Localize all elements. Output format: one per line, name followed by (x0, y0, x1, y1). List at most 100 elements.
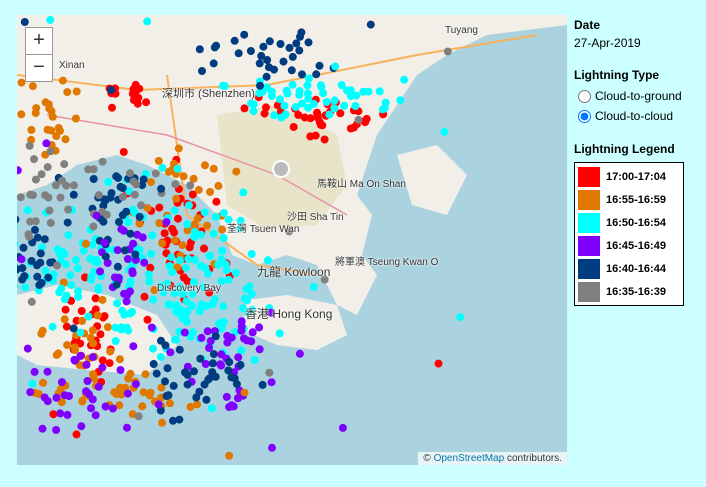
lightning-dot (240, 388, 249, 397)
legend-label: 17:00-17:04 (606, 170, 666, 183)
lightning-dot (150, 286, 159, 295)
lightning-dot (52, 393, 61, 402)
lightning-dot (239, 188, 248, 197)
lightning-dot (89, 165, 98, 174)
lightning-dot (178, 314, 187, 323)
zoom-in[interactable]: + (25, 27, 53, 55)
lightning-dot (67, 296, 75, 305)
lightning-dot (23, 344, 32, 353)
lightning-dot (27, 257, 36, 265)
lightning-dot (118, 211, 127, 220)
lightning-dot (234, 49, 243, 58)
lightning-dot (62, 322, 71, 331)
zoom-out[interactable]: − (25, 54, 53, 82)
lightning-dot (90, 267, 99, 276)
lightning-dot (19, 243, 28, 252)
lightning-dot (115, 218, 123, 226)
place-label: 沙田 Sha Tin (287, 212, 344, 223)
lightning-dot (281, 110, 290, 119)
lightning-dot (204, 375, 213, 384)
lightning-dot (255, 323, 264, 332)
lightning-dot (300, 113, 309, 122)
sidebar: Date 27-Apr-2019 Lightning Type Cloud-to… (574, 18, 699, 306)
lightning-dot (263, 256, 272, 265)
lightning-dot (130, 190, 139, 199)
lightning-dot (296, 32, 304, 41)
lightning-dot (222, 266, 231, 275)
lightning-dot (38, 326, 47, 335)
lightning-dot (49, 410, 58, 419)
lightning-dot (211, 372, 220, 381)
legend-swatch (578, 235, 600, 256)
lightning-dot (232, 167, 241, 176)
type-radio[interactable] (578, 89, 591, 103)
lightning-dot (44, 273, 53, 282)
lightning-dot (60, 295, 69, 304)
lightning-dot (129, 177, 138, 186)
lightning-dot (319, 89, 328, 98)
lightning-dot (57, 378, 66, 387)
lightning-dot (36, 249, 45, 258)
lightning-dot (248, 328, 257, 337)
lightning-dot (71, 256, 80, 264)
lightning-dot (148, 231, 157, 240)
lightning-dot (24, 230, 33, 239)
lightning-dot (81, 239, 90, 248)
lightning-dot (285, 43, 294, 52)
lightning-dot (17, 241, 19, 248)
lightning-dot (101, 402, 110, 411)
lightning-dot (217, 277, 226, 286)
lightning-dot (69, 324, 78, 333)
lightning-dot (98, 207, 107, 216)
lightning-dot (223, 338, 232, 347)
lightning-dot (138, 233, 147, 242)
lightning-dot (145, 277, 154, 286)
lightning-dot (69, 181, 78, 190)
lightning-dot (249, 100, 258, 109)
lightning-dot (149, 344, 157, 353)
lightning-dot (201, 360, 210, 368)
lightning-dot (45, 206, 54, 215)
lightning-dot (147, 178, 155, 187)
lightning-dot (131, 250, 140, 259)
lightning-dot (126, 229, 135, 238)
lightning-dot (247, 250, 256, 258)
lightning-dot (83, 377, 92, 385)
lightning-dot (70, 355, 79, 364)
lightning-dot (155, 219, 164, 228)
lightning-dot (262, 72, 271, 81)
lightning-dot (38, 424, 47, 433)
lightning-dot (111, 323, 120, 332)
lightning-dot (179, 289, 187, 298)
lightning-dot (440, 127, 449, 136)
lightning-dot (72, 87, 81, 96)
legend-label: 16:40-16:44 (606, 262, 666, 275)
lightning-dot (250, 356, 259, 364)
lightning-dot (147, 249, 155, 258)
lightning-dot (41, 266, 50, 275)
lightning-dot (28, 82, 37, 91)
attribution-link[interactable]: OpenStreetMap (433, 453, 505, 464)
lightning-dot (118, 306, 127, 315)
lightning-dot (236, 216, 245, 225)
lightning-dot (174, 144, 183, 153)
lightning-dot (294, 111, 303, 119)
lightning-dot (112, 172, 121, 181)
lightning-dot (151, 169, 160, 178)
lightning-dot (270, 65, 278, 74)
lightning-dot (33, 233, 42, 242)
lightning-dot (316, 120, 325, 129)
lightning-dot (256, 81, 264, 90)
lightning-dot (188, 328, 197, 337)
lightning-dot (74, 292, 83, 301)
lightning-dot (236, 360, 245, 369)
type-radio[interactable] (578, 109, 591, 123)
lightning-dot (195, 45, 204, 54)
legend-row: 17:00-17:04 (575, 165, 683, 188)
lightning-dot (101, 196, 110, 205)
lightning-dot (60, 249, 69, 258)
lightning-dot (63, 218, 72, 227)
lightning-dot (61, 305, 70, 314)
lightning-dot (340, 101, 349, 110)
lightning-dot (295, 349, 304, 358)
